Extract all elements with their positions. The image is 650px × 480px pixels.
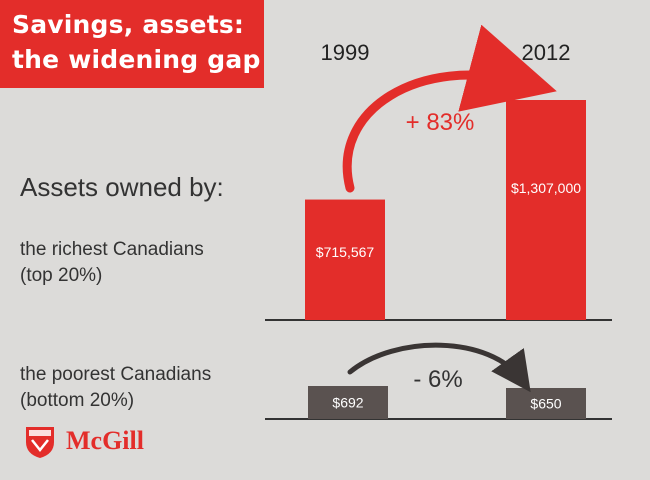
poor-change-label: - 6% bbox=[413, 366, 462, 393]
mcgill-logo: McGill bbox=[22, 424, 144, 460]
richest-label-line-2: (top 20%) bbox=[20, 265, 103, 286]
mcgill-wordmark: McGill bbox=[66, 426, 144, 455]
poor-change-arrow bbox=[347, 342, 531, 393]
rich-bar-value-1999: $715,567 bbox=[316, 244, 375, 260]
poor-bar-value-1999: $692 bbox=[332, 395, 363, 411]
rich-change-arrow bbox=[342, 24, 557, 193]
poorest-label-line-2: (bottom 20%) bbox=[20, 390, 135, 411]
richest-label-line-1: the richest Canadians bbox=[20, 239, 204, 260]
poor-bar-2012 bbox=[506, 388, 586, 419]
mcgill-crest-icon bbox=[26, 427, 54, 458]
year-label-1999: 1999 bbox=[320, 40, 370, 65]
rich-bar-value-2012: $1,307,000 bbox=[511, 180, 581, 196]
poor-bar-1999 bbox=[308, 386, 388, 419]
rich-bar-1999 bbox=[305, 199, 385, 320]
richest-group-label: the richest Canadians (top 20%) bbox=[20, 237, 204, 289]
rich-bar-2012 bbox=[506, 100, 586, 320]
poor-bar-value-2012: $650 bbox=[530, 396, 561, 412]
assets-heading: Assets owned by: bbox=[20, 172, 224, 202]
title-box: Savings, assets: the widening gap bbox=[0, 0, 264, 88]
poorest-group-label: the poorest Canadians (bottom 20%) bbox=[20, 362, 211, 414]
title-line-2: the widening gap bbox=[12, 45, 261, 74]
rich-change-label: + 83% bbox=[406, 109, 475, 136]
title-line-1: Savings, assets: bbox=[12, 10, 245, 39]
poorest-label-line-1: the poorest Canadians bbox=[20, 364, 212, 385]
